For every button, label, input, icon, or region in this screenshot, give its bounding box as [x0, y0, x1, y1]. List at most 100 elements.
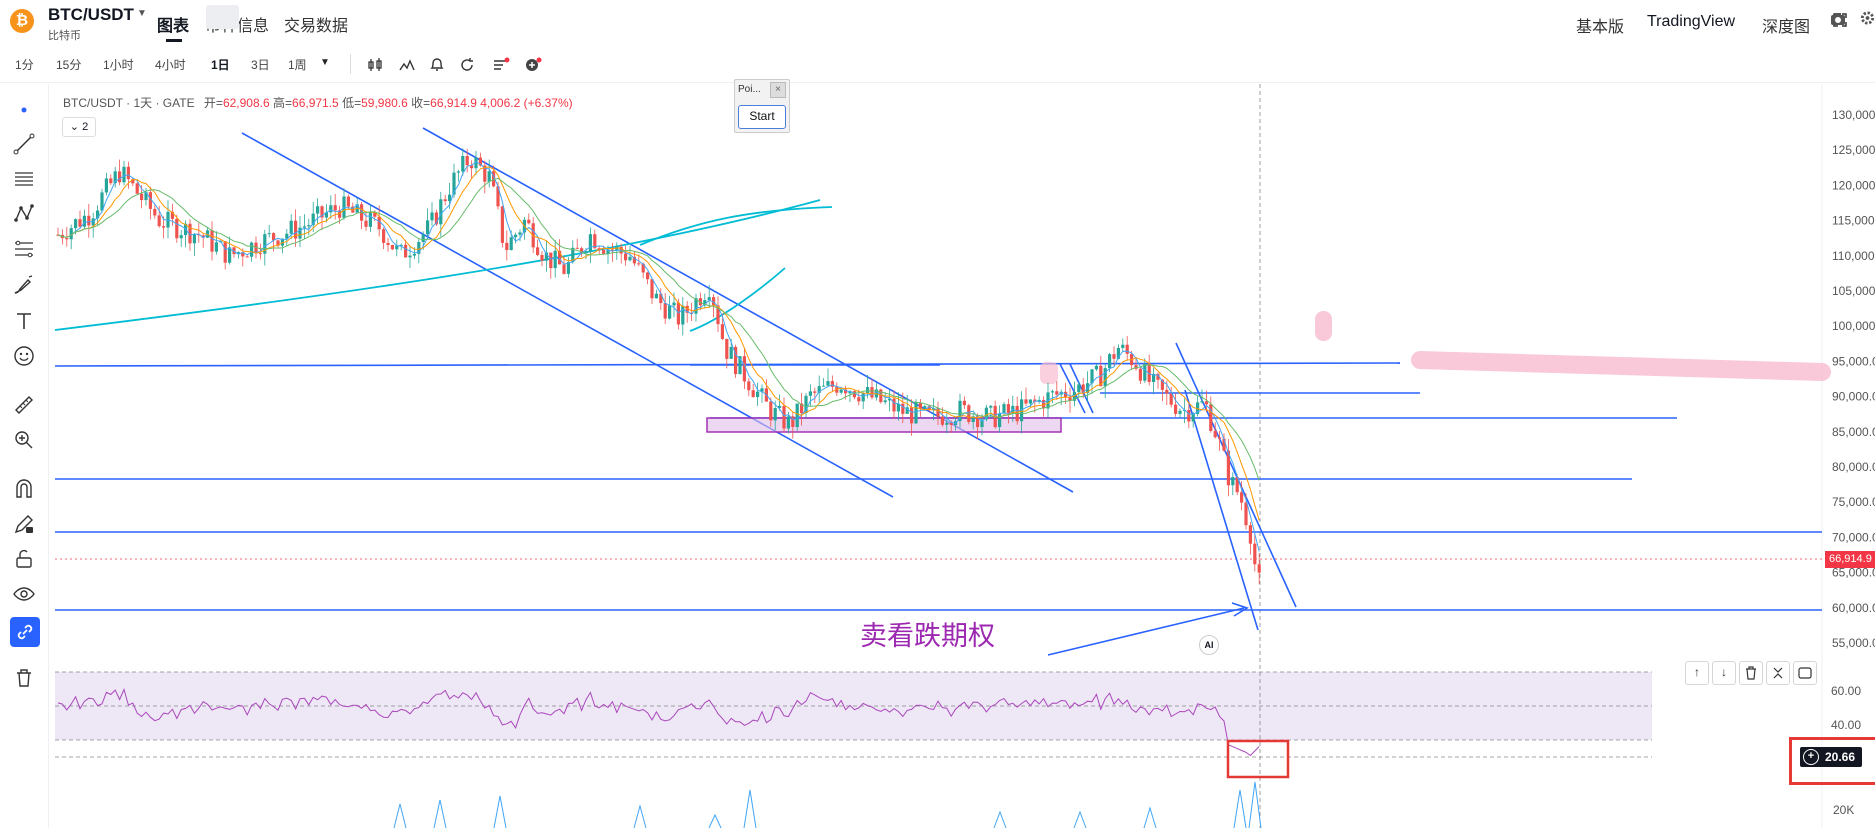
unlock-icon[interactable] [12, 547, 36, 571]
layout-menu-icon[interactable] [492, 56, 510, 74]
basic-view-button[interactable]: 基本版 [1576, 19, 1625, 36]
brush-tool-icon[interactable] [12, 273, 36, 297]
popup-close-button[interactable]: × [770, 82, 786, 98]
candle-body [786, 416, 790, 429]
lock-drawing-pencil-icon[interactable] [12, 512, 36, 536]
candle-body [452, 172, 456, 195]
price-axis-label: 100,000. [1832, 319, 1875, 333]
candle-body [1116, 347, 1120, 359]
timeframe-1h[interactable]: 1小时 [103, 58, 134, 72]
ohlc-legend: BTC/USDT · 1天 · GATE 开=62,908.6 高=66,971… [63, 94, 573, 111]
cursor-dot-icon[interactable] [12, 98, 36, 122]
rsi-low-highlight-box [1226, 739, 1290, 779]
candle-body [1253, 543, 1257, 565]
price-chart[interactable]: 130,000. 125,000. 120,000. 115,000. 110,000.… [48, 84, 1875, 828]
zoom-in-icon[interactable] [12, 428, 36, 452]
trendline-tool-icon[interactable] [12, 132, 36, 156]
timeframe-4h[interactable]: 4小时 [155, 58, 186, 72]
indicators-icon[interactable] [398, 56, 416, 74]
candle-body [1064, 391, 1068, 398]
candle-body [430, 212, 434, 221]
candle-body [844, 389, 848, 394]
volume-spike [1248, 781, 1262, 828]
candle-body [835, 386, 839, 393]
alert-icon[interactable] [428, 56, 446, 74]
timeframe-more-icon[interactable]: ▼ [320, 57, 330, 68]
popup-start-button[interactable]: Start [738, 105, 786, 129]
candle-body [1231, 477, 1235, 486]
candle-body [1152, 373, 1156, 382]
candle-body [940, 416, 944, 425]
crosshair-plus-icon[interactable]: + [1803, 749, 1819, 765]
pane-maximize-icon[interactable] [1793, 661, 1817, 685]
candle-body [109, 178, 113, 184]
tab-chart[interactable]: 图表 [157, 18, 190, 35]
candle-body [650, 279, 654, 299]
candle-body [82, 215, 86, 227]
candle-body [1143, 363, 1147, 381]
text-tool-icon[interactable] [12, 309, 36, 333]
candle-body [245, 256, 249, 258]
tradingview-button[interactable]: TradingView [1647, 13, 1736, 30]
candle-body [575, 247, 579, 249]
candle-body [170, 211, 174, 219]
eye-visibility-icon[interactable] [12, 582, 36, 606]
timeframe-3d[interactable]: 3日 [251, 58, 270, 72]
candle-body [148, 192, 152, 209]
candle-body [1121, 344, 1125, 348]
candle-body [307, 225, 311, 227]
depth-chart-button[interactable]: 深度图 [1762, 19, 1811, 36]
candle-body [866, 387, 870, 394]
candle-body [1103, 368, 1107, 387]
legend-title: BTC/USDT · 1天 · GATE [63, 96, 195, 110]
timeframe-1d[interactable]: 1日 [211, 58, 230, 72]
replay-icon[interactable] [458, 56, 476, 74]
magnet-icon[interactable] [12, 477, 36, 501]
candle-body [751, 390, 755, 398]
add-plus-icon[interactable] [524, 56, 542, 74]
pane-collapse-icon[interactable] [1766, 661, 1790, 685]
emoji-tool-icon[interactable] [12, 344, 36, 368]
trash-icon[interactable] [12, 666, 36, 690]
candle-body [672, 302, 676, 306]
highlight-mark-mid [1040, 362, 1058, 384]
candle-body [377, 216, 381, 230]
link-icon[interactable] [13, 620, 37, 644]
timeframe-1m[interactable]: 1分 [15, 58, 34, 72]
camera-icon[interactable] [1830, 11, 1846, 27]
ruler-tool-icon[interactable] [12, 393, 36, 417]
pattern-tool-icon[interactable] [12, 202, 36, 226]
pane-move-down-button[interactable]: ↓ [1712, 661, 1736, 685]
tab-trade-data[interactable]: 交易数据 [284, 18, 349, 35]
gear-icon[interactable] [1860, 10, 1875, 26]
candle-body [668, 305, 672, 319]
pane-move-up-button[interactable]: ↑ [1685, 661, 1709, 685]
chart-annotation-text[interactable]: 卖看跌期权 [860, 621, 995, 651]
candle-body [1077, 384, 1081, 393]
timeframe-15m[interactable]: 15分 [56, 58, 82, 72]
indicator-collapse-toggle[interactable]: ⌄ 2 [62, 117, 96, 137]
candle-body [606, 249, 610, 254]
candle-body [646, 272, 650, 280]
candle-body [553, 250, 557, 269]
ai-badge[interactable]: AI [1199, 635, 1219, 655]
candle-body [280, 238, 284, 246]
pane-delete-icon[interactable] [1739, 661, 1763, 685]
candle-body [461, 156, 465, 172]
price-axis-label: 95,000.0 [1832, 354, 1875, 368]
symbol-dropdown-icon[interactable]: ▼ [137, 8, 147, 19]
candle-body [285, 233, 289, 239]
candle-body [443, 199, 447, 202]
candle-type-icon[interactable] [366, 56, 384, 74]
horizontal-lines-icon[interactable] [12, 167, 36, 191]
fib-tool-icon[interactable] [12, 237, 36, 261]
timeframe-1w[interactable]: 1周 [288, 58, 307, 72]
fullscreen-icon[interactable] [1832, 12, 1848, 28]
ma-mid-line [57, 166, 1260, 521]
volume-axis-20k: 20K [1833, 803, 1855, 817]
candle-body [998, 413, 1002, 428]
cyan-curve-2 [689, 267, 786, 332]
candle-body [778, 405, 782, 408]
candle-body [615, 246, 619, 251]
symbol-title[interactable]: BTC/USDT [48, 5, 134, 24]
